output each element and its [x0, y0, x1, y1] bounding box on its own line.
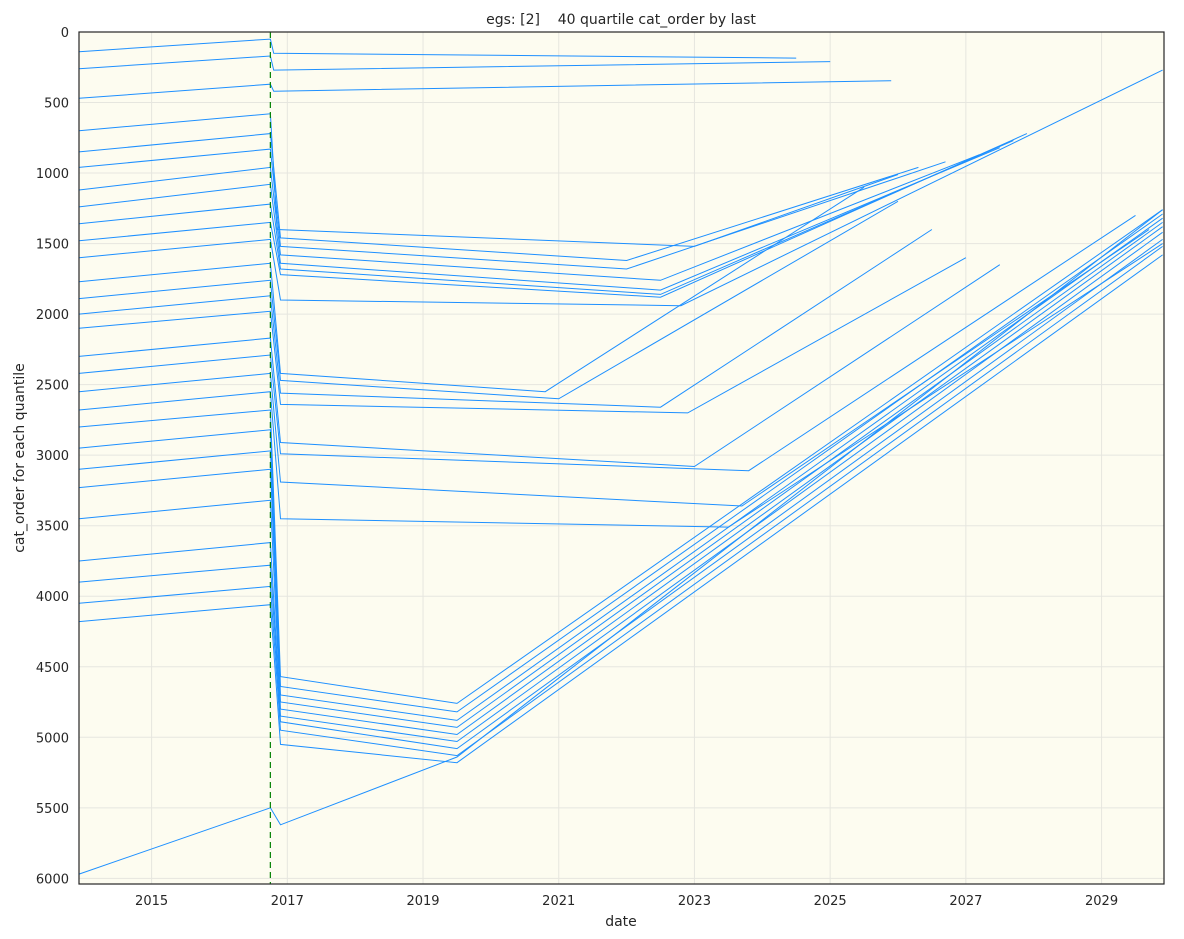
- series-line-27: [78, 245, 1163, 757]
- series-line-3: [78, 80, 892, 99]
- series-line-13: [78, 200, 899, 400]
- series-line-26: [78, 238, 1163, 750]
- x-axis-ticks: 2015 2017 2019 2021 2023 2025 2027 2029: [135, 894, 1118, 909]
- y-tick-label: 5000: [36, 731, 69, 746]
- series-line-7: [78, 154, 980, 281]
- series-line-16: [78, 264, 1001, 468]
- y-tick-label: 0: [61, 26, 69, 41]
- y-tick-label: 3000: [36, 449, 69, 464]
- x-tick-label: 2025: [814, 894, 847, 909]
- series-line-28: [78, 254, 1163, 764]
- series-line-11: [78, 69, 1163, 307]
- series-line-19: [78, 243, 1163, 528]
- plot-frame: [78, 31, 1165, 885]
- y-tick-label: 2000: [36, 308, 69, 323]
- x-tick-label: 2019: [406, 894, 439, 909]
- y-axis-label: cat_order for each quantile: [12, 363, 28, 553]
- x-tick-label: 2027: [949, 894, 982, 909]
- series-line-14: [78, 229, 933, 408]
- y-tick-label: 500: [44, 97, 69, 112]
- x-tick-label: 2015: [135, 894, 168, 909]
- series-line-29: [78, 209, 1163, 875]
- x-axis-label: date: [605, 914, 637, 930]
- series-line-15: [78, 257, 967, 414]
- series-line-18: [78, 229, 1150, 507]
- series-line-17: [78, 214, 1136, 472]
- x-tick-label: 2029: [1085, 894, 1118, 909]
- x-tick-label: 2023: [678, 894, 711, 909]
- y-axis-ticks: 0 500 1000 1500 2000 2500 3000 3500 4000 4500 5000…: [36, 26, 69, 887]
- y-tick-label: 5500: [36, 802, 69, 817]
- y-tick-label: 2500: [36, 379, 69, 394]
- x-tick-label: 2017: [271, 894, 304, 909]
- y-tick-label: 4500: [36, 661, 69, 676]
- y-tick-label: 3500: [36, 520, 69, 535]
- y-tick-label: 4000: [36, 590, 69, 605]
- series-layer: [78, 38, 1163, 875]
- series-line-12: [78, 186, 865, 393]
- chart-title: egs: [2] 40 quartile cat_order by last: [486, 12, 756, 28]
- series-line-5: [78, 133, 919, 262]
- series-line-2: [78, 55, 831, 71]
- plot-background: [79, 32, 1164, 884]
- y-tick-label: 6000: [36, 872, 69, 887]
- y-tick-label: 1000: [36, 167, 69, 182]
- series-line-10: [78, 133, 1028, 298]
- series-line-9: [78, 140, 1014, 295]
- x-tick-label: 2021: [542, 894, 575, 909]
- series-line-8: [78, 147, 1000, 291]
- series-line-1: [78, 38, 797, 59]
- y-tick-label: 1500: [36, 238, 69, 253]
- series-line-6: [78, 148, 946, 270]
